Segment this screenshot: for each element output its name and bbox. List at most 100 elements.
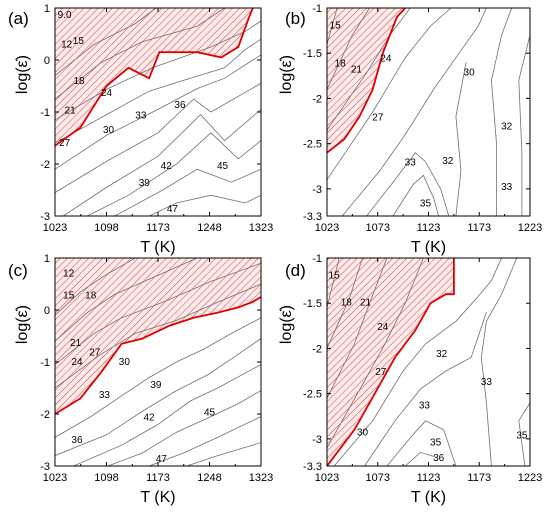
x-tick-label: 1098 xyxy=(94,222,118,234)
contour-line-2 xyxy=(55,258,198,342)
instability-boundary-line xyxy=(55,8,254,147)
contour-value-label: 27 xyxy=(89,348,101,359)
panel-label: (d) xyxy=(285,261,306,280)
y-tick-label: -1.5 xyxy=(303,48,322,60)
contour-value-label: 36 xyxy=(71,435,83,446)
instability-boundary-line xyxy=(55,296,261,415)
contour-line-3 xyxy=(327,258,388,399)
contour-value-label: 30 xyxy=(103,125,115,136)
plot-area: 9.0 12 15 18 21 24 30 27 33 36 42 39 45 47 xyxy=(55,8,261,216)
y-tick-label: -2 xyxy=(40,159,50,171)
panel-b: 15 18 21 24 27 30 32 32 33 33 35 1023 1073 1123 1173 12… xyxy=(278,3,542,256)
contour-line-7 xyxy=(386,420,457,466)
x-tick-label: 1248 xyxy=(197,222,221,234)
x-tick-label: 1173 xyxy=(146,472,170,484)
contour-value-label: 45 xyxy=(204,407,216,418)
contour-line-3 xyxy=(55,20,261,121)
contour-line-8 xyxy=(490,8,513,216)
contour-value-label: 47 xyxy=(167,204,179,215)
x-tick-label: 1223 xyxy=(518,222,542,234)
y-tick-label: -3.3 xyxy=(303,211,322,223)
contour-line-4 xyxy=(327,258,424,449)
contour-value-label: 12 xyxy=(61,39,73,50)
contour-line-2 xyxy=(327,8,370,90)
contour-value-label: 21 xyxy=(351,65,363,76)
contour-line-10 xyxy=(518,35,530,216)
contour-value-label: 33 xyxy=(501,182,513,193)
instability-boundary-line xyxy=(327,258,455,466)
plot-area: 15 18 21 24 27 30 32 32 33 33 35 xyxy=(327,8,530,216)
contour-value-label: 45 xyxy=(217,161,229,172)
contour-value-label: 21 xyxy=(65,105,77,116)
contour-line-1 xyxy=(327,8,338,45)
contour-value-label: 21 xyxy=(360,297,372,308)
x-axis-label: T (K) xyxy=(411,239,446,256)
panel-a: 9.0 12 15 18 21 24 30 27 33 36 42 39 45 47 1023 1098 117… xyxy=(8,3,273,256)
contour-value-label: 39 xyxy=(139,178,151,189)
y-tick-label: -1 xyxy=(40,107,50,119)
y-tick-label: -1.5 xyxy=(303,298,322,310)
contour-value-label: 27 xyxy=(375,367,387,378)
x-tick-label: 1248 xyxy=(197,472,221,484)
contour-line-7 xyxy=(62,109,261,216)
contour-value-label: 30 xyxy=(357,428,369,439)
x-tick-label: 1123 xyxy=(417,222,441,234)
x-tick-label: 1173 xyxy=(146,222,170,234)
contour-value-label: 39 xyxy=(150,380,162,391)
y-tick-label: -3 xyxy=(40,211,50,223)
panel-c: 12 15 18 21 27 24 30 33 39 42 36 45 47 1023 1098 1173 12… xyxy=(8,253,273,506)
contour-value-label: 36 xyxy=(174,100,186,111)
contour-value-label: 35 xyxy=(430,438,442,449)
contour-line-6 xyxy=(366,152,450,216)
contour-value-label: 24 xyxy=(377,322,389,333)
panel-label: (c) xyxy=(8,261,28,280)
contour-value-label: 47 xyxy=(156,454,168,465)
y-tick-label: -3 xyxy=(312,184,322,196)
contour-value-label: 24 xyxy=(101,88,113,99)
contour-value-label: 27 xyxy=(59,138,71,149)
contour-value-label: 15 xyxy=(329,270,341,281)
x-tick-label: 1073 xyxy=(366,472,390,484)
contour-line-5 xyxy=(55,317,261,438)
y-axis-label: log(ε̇) xyxy=(278,305,295,344)
contour-line-4 xyxy=(55,283,261,389)
y-tick-label: -3 xyxy=(40,461,50,473)
y-tick-label: 1 xyxy=(44,3,50,15)
contour-line-1 xyxy=(55,258,136,316)
contour-line-2 xyxy=(55,8,225,100)
contour-line-4 xyxy=(327,8,452,181)
contour-line-10 xyxy=(186,442,261,466)
contour-line-7 xyxy=(392,174,439,216)
contour-line-6 xyxy=(364,312,487,466)
contour-value-label: 30 xyxy=(119,357,131,368)
contour-line-9 xyxy=(455,62,467,216)
contour-value-label: 18 xyxy=(73,76,85,87)
x-axis-label: T (K) xyxy=(140,489,175,506)
x-tick-label: 1173 xyxy=(467,222,491,234)
contour-line-6 xyxy=(55,338,261,456)
contour-value-label: 9.0 xyxy=(58,10,72,21)
x-tick-label: 1098 xyxy=(94,472,118,484)
contour-line-9 xyxy=(148,416,261,466)
plot-area: 15 18 21 24 27 32 33 33 30 35 35 36 xyxy=(327,258,530,466)
contour-value-label: 32 xyxy=(501,122,513,133)
instability-region xyxy=(55,8,253,146)
contour-line-1 xyxy=(327,258,340,308)
contour-line-9 xyxy=(114,168,261,216)
contour-line-10 xyxy=(148,194,261,216)
panel-d: 15 18 21 24 27 32 33 33 30 35 35 36 1023 1073 1123 1173… xyxy=(278,253,542,506)
contour-value-label: 24 xyxy=(71,357,83,368)
contour-line-5 xyxy=(333,258,502,466)
y-tick-label: -3 xyxy=(312,434,322,446)
contour-line-4 xyxy=(55,38,261,144)
plot-area: 12 15 18 21 27 24 30 33 39 42 36 45 47 xyxy=(55,258,261,466)
contour-value-label: 42 xyxy=(161,161,173,172)
contour-value-label: 42 xyxy=(144,413,156,424)
contour-value-label: 32 xyxy=(442,156,454,167)
y-tick-label: -3.3 xyxy=(303,461,322,473)
x-tick-label: 1323 xyxy=(249,222,273,234)
contour-value-label: 33 xyxy=(481,377,493,388)
instability-region xyxy=(327,258,454,466)
y-tick-label: 1 xyxy=(44,253,50,265)
